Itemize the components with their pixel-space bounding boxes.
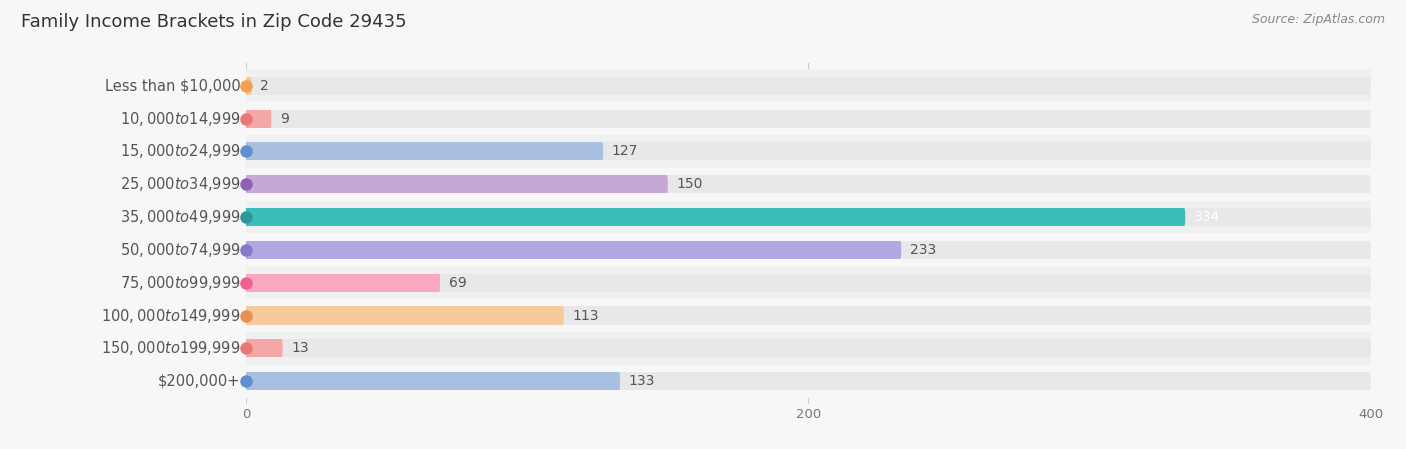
Ellipse shape [245,110,247,128]
Bar [246,168,1371,201]
Ellipse shape [245,274,247,292]
Ellipse shape [245,339,247,357]
Bar [246,175,1369,193]
Ellipse shape [245,77,247,95]
Bar [246,307,562,325]
Text: 127: 127 [612,145,638,158]
Ellipse shape [245,307,247,325]
Ellipse shape [1369,110,1371,128]
Ellipse shape [1369,241,1371,259]
Ellipse shape [250,77,252,95]
Bar [246,339,281,357]
Ellipse shape [245,372,247,390]
Ellipse shape [245,142,247,160]
Text: 233: 233 [910,243,936,257]
Ellipse shape [666,175,668,193]
Ellipse shape [1369,307,1371,325]
Ellipse shape [281,339,283,357]
Ellipse shape [245,77,247,95]
Bar [246,332,1371,365]
Bar [246,299,1371,332]
Text: 2: 2 [260,79,269,93]
Bar [246,142,1369,160]
Ellipse shape [245,175,247,193]
Bar [246,142,602,160]
Text: $35,000 to $49,999: $35,000 to $49,999 [120,208,240,226]
Text: $10,000 to $14,999: $10,000 to $14,999 [120,110,240,128]
Ellipse shape [245,307,247,325]
Ellipse shape [1369,208,1371,226]
Ellipse shape [1369,372,1371,390]
Ellipse shape [245,208,247,226]
Ellipse shape [245,274,247,292]
Bar [246,241,1369,259]
Ellipse shape [245,241,247,259]
Bar [246,372,1369,390]
Bar [246,274,1369,292]
Ellipse shape [1369,175,1371,193]
Text: 9: 9 [280,112,288,126]
Text: $50,000 to $74,999: $50,000 to $74,999 [120,241,240,259]
Bar [246,110,270,128]
Bar [246,233,1371,266]
Text: $200,000+: $200,000+ [157,374,240,389]
Ellipse shape [1184,208,1185,226]
Text: $15,000 to $24,999: $15,000 to $24,999 [120,142,240,160]
Text: 334: 334 [1194,210,1220,224]
Ellipse shape [245,175,247,193]
Bar [246,365,1371,397]
Bar [246,241,900,259]
Ellipse shape [1369,339,1371,357]
Text: $150,000 to $199,999: $150,000 to $199,999 [101,339,240,357]
Ellipse shape [602,142,603,160]
Ellipse shape [245,241,247,259]
Bar [246,77,1369,95]
Bar [246,208,1369,226]
Bar [246,339,1369,357]
Ellipse shape [900,241,901,259]
Text: 13: 13 [291,341,309,355]
Ellipse shape [1369,77,1371,95]
Bar [246,208,1184,226]
Bar [246,102,1371,135]
Ellipse shape [245,372,247,390]
Bar [246,274,439,292]
Bar [246,110,1369,128]
Text: Family Income Brackets in Zip Code 29435: Family Income Brackets in Zip Code 29435 [21,13,406,31]
Text: $75,000 to $99,999: $75,000 to $99,999 [120,274,240,292]
Ellipse shape [619,372,620,390]
Text: 133: 133 [628,374,655,388]
Text: 113: 113 [572,308,599,322]
Text: $100,000 to $149,999: $100,000 to $149,999 [101,307,240,325]
Ellipse shape [245,110,247,128]
Ellipse shape [562,307,564,325]
Bar [246,77,250,95]
Text: $25,000 to $34,999: $25,000 to $34,999 [120,175,240,193]
Text: 150: 150 [676,177,703,191]
Ellipse shape [245,142,247,160]
Bar [246,70,1371,102]
Ellipse shape [1369,274,1371,292]
Bar [246,307,1369,325]
Bar [246,372,619,390]
Ellipse shape [245,208,247,226]
Text: 69: 69 [449,276,467,290]
Text: Source: ZipAtlas.com: Source: ZipAtlas.com [1251,13,1385,26]
Bar [246,201,1371,233]
Bar [246,175,666,193]
Bar [246,135,1371,168]
Ellipse shape [1369,142,1371,160]
Bar [246,266,1371,299]
Ellipse shape [245,339,247,357]
Ellipse shape [439,274,440,292]
Text: Less than $10,000: Less than $10,000 [104,78,240,93]
Ellipse shape [270,110,271,128]
